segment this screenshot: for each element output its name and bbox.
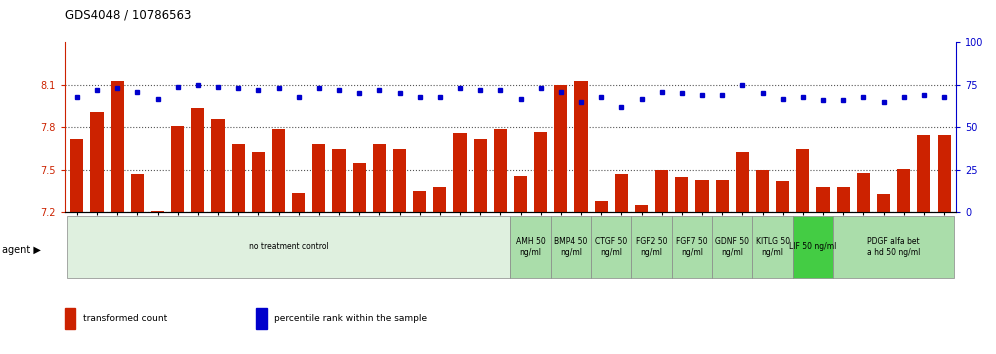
- Bar: [797, 149, 810, 212]
- Text: agent ▶: agent ▶: [2, 245, 41, 255]
- Bar: [272, 129, 285, 212]
- Bar: [555, 85, 568, 212]
- Bar: [67, 216, 510, 278]
- Bar: [736, 152, 749, 212]
- Bar: [595, 201, 608, 212]
- Bar: [373, 144, 385, 212]
- Bar: [91, 112, 104, 212]
- Bar: [353, 163, 366, 212]
- Bar: [393, 149, 406, 212]
- Bar: [776, 181, 789, 212]
- Bar: [171, 126, 184, 212]
- Text: transformed count: transformed count: [83, 314, 167, 323]
- Bar: [191, 108, 204, 212]
- Text: PDGF alfa bet
a hd 50 ng/ml: PDGF alfa bet a hd 50 ng/ml: [867, 237, 920, 257]
- Bar: [591, 216, 631, 278]
- Bar: [837, 187, 850, 212]
- Bar: [833, 216, 954, 278]
- Bar: [575, 81, 588, 212]
- Bar: [65, 308, 76, 329]
- Bar: [897, 169, 910, 212]
- Bar: [71, 139, 84, 212]
- Bar: [712, 216, 752, 278]
- Bar: [256, 308, 267, 329]
- Text: CTGF 50
ng/ml: CTGF 50 ng/ml: [596, 237, 627, 257]
- Bar: [252, 152, 265, 212]
- Bar: [534, 132, 547, 212]
- Text: LIF 50 ng/ml: LIF 50 ng/ml: [789, 242, 837, 251]
- Bar: [671, 216, 712, 278]
- Bar: [635, 205, 648, 212]
- Bar: [433, 187, 446, 212]
- Bar: [494, 129, 507, 212]
- Bar: [211, 119, 224, 212]
- Bar: [453, 133, 466, 212]
- Text: BMP4 50
ng/ml: BMP4 50 ng/ml: [554, 237, 588, 257]
- Text: percentile rank within the sample: percentile rank within the sample: [274, 314, 427, 323]
- Bar: [313, 144, 326, 212]
- Bar: [130, 174, 143, 212]
- Bar: [514, 176, 527, 212]
- Bar: [695, 180, 708, 212]
- Bar: [857, 173, 870, 212]
- Bar: [292, 193, 305, 212]
- Bar: [111, 81, 124, 212]
- Text: GDNF 50
ng/ml: GDNF 50 ng/ml: [715, 237, 749, 257]
- Text: FGF7 50
ng/ml: FGF7 50 ng/ml: [676, 237, 708, 257]
- Text: FGF2 50
ng/ml: FGF2 50 ng/ml: [635, 237, 667, 257]
- Bar: [615, 174, 627, 212]
- Bar: [510, 216, 551, 278]
- Bar: [333, 149, 346, 212]
- Bar: [474, 139, 487, 212]
- Bar: [917, 135, 930, 212]
- Bar: [631, 216, 671, 278]
- Bar: [675, 177, 688, 212]
- Text: GDS4048 / 10786563: GDS4048 / 10786563: [65, 9, 191, 22]
- Bar: [793, 216, 833, 278]
- Text: no treatment control: no treatment control: [249, 242, 329, 251]
- Bar: [655, 170, 668, 212]
- Bar: [716, 180, 729, 212]
- Bar: [817, 187, 830, 212]
- Bar: [151, 211, 164, 212]
- Text: KITLG 50
ng/ml: KITLG 50 ng/ml: [756, 237, 790, 257]
- Bar: [937, 135, 950, 212]
- Bar: [752, 216, 793, 278]
- Bar: [756, 170, 769, 212]
- Text: AMH 50
ng/ml: AMH 50 ng/ml: [516, 237, 546, 257]
- Bar: [413, 191, 426, 212]
- Bar: [551, 216, 591, 278]
- Bar: [232, 144, 245, 212]
- Bar: [877, 194, 890, 212]
